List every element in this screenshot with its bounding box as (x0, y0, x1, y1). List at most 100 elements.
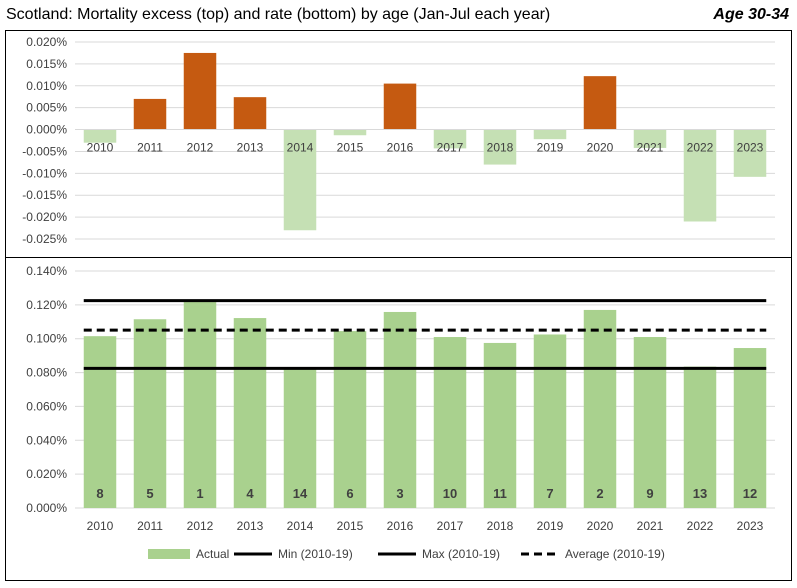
rate-x-tick-label: 2011 (137, 519, 163, 533)
rank-label-2017: 10 (443, 486, 457, 501)
actual-bar-2017 (433, 337, 467, 508)
actual-bar-2012 (183, 300, 217, 508)
rank-label-2013: 4 (246, 486, 254, 501)
actual-bar-2015 (333, 331, 367, 508)
excess-y-tick-label: 0.010% (26, 79, 67, 93)
excess-bar-2016 (383, 83, 417, 130)
excess-bar-2023 (733, 129, 767, 177)
excess-x-tick-label: 2022 (687, 141, 714, 155)
rate-y-tick-label: 0.140% (26, 264, 67, 278)
legend: Actual Min (2010-19) Max (2010-19) Average … (148, 547, 665, 561)
rate-y-tick-label: 0.040% (26, 433, 67, 447)
excess-bar-2010 (83, 129, 117, 143)
excess-bar-2011 (133, 98, 167, 130)
rate-x-tick-label: 2014 (287, 519, 314, 533)
actual-bar-2014 (283, 368, 317, 508)
rank-label-2011: 5 (146, 486, 153, 501)
excess-x-tick-label: 2013 (237, 141, 264, 155)
excess-y-tick-label: -0.015% (22, 188, 67, 202)
legend-label-actual: Actual (196, 547, 229, 561)
excess-x-tick-label: 2019 (537, 141, 564, 155)
rate-y-tick-label: 0.020% (26, 467, 67, 481)
rate-x-tick-label: 2015 (337, 519, 364, 533)
age-group-label: Age 30-34 (713, 6, 789, 23)
excess-x-tick-label: 2015 (337, 141, 364, 155)
rate-x-tick-label: 2021 (637, 519, 664, 533)
excess-bar-2012 (183, 52, 217, 130)
rate-x-tick-label: 2020 (587, 519, 614, 533)
excess-x-tick-label: 2023 (737, 141, 764, 155)
rank-label-2019: 7 (546, 486, 553, 501)
excess-bar-2019 (533, 129, 567, 140)
rate-x-tick-label: 2023 (737, 519, 764, 533)
excess-y-tick-label: 0.015% (26, 57, 67, 71)
rate-y-tick-label: 0.080% (26, 366, 67, 380)
rank-label-2012: 1 (196, 486, 203, 501)
excess-bar-2021 (633, 129, 667, 148)
actual-bar-2021 (633, 337, 667, 508)
rate-x-tick-label: 2016 (387, 519, 414, 533)
actual-bar-2022 (683, 366, 717, 508)
rate-x-tick-label: 2017 (437, 519, 464, 533)
actual-bar-2023 (733, 348, 767, 508)
rate-y-tick-label: 0.060% (26, 399, 67, 413)
rate-x-tick-label: 2013 (237, 519, 264, 533)
excess-y-tick-label: 0.005% (26, 101, 67, 115)
excess-x-tick-label: 2012 (187, 141, 214, 155)
rank-label-2014: 14 (293, 486, 308, 501)
rank-label-2023: 12 (743, 486, 757, 501)
rank-label-2018: 11 (493, 486, 507, 501)
rank-label-2016: 3 (396, 486, 403, 501)
excess-y-tick-label: 0.000% (26, 123, 67, 137)
legend-label-max-2010-19: Max (2010-19) (422, 547, 500, 561)
excess-x-tick-label: 2010 (87, 141, 114, 155)
legend-swatch-actual (148, 549, 190, 559)
actual-bar-2013 (233, 318, 267, 508)
rank-label-2021: 9 (646, 486, 653, 501)
rate-x-tick-label: 2022 (687, 519, 714, 533)
excess-x-tick-label: 2017 (437, 141, 464, 155)
excess-x-tick-label: 2021 (637, 141, 664, 155)
excess-panel: 0.020% 0.015% 0.010% 0.005% 0.000% -0.005% -0.… (22, 35, 775, 246)
rank-label-2020: 2 (596, 486, 603, 501)
excess-bar-2022 (683, 129, 717, 222)
excess-y-tick-label: -0.010% (22, 166, 67, 180)
legend-label-min-2010-19: Min (2010-19) (278, 547, 353, 561)
legend-label-average-2010-19: Average (2010-19) (565, 547, 665, 561)
rank-label-2010: 8 (96, 486, 103, 501)
chart-title: Scotland: Mortality excess (top) and rat… (6, 6, 551, 23)
actual-bar-2010 (83, 336, 117, 508)
excess-x-tick-label: 2011 (137, 141, 163, 155)
excess-y-tick-label: 0.020% (26, 35, 67, 49)
excess-x-tick-label: 2016 (387, 141, 414, 155)
rate-x-tick-label: 2012 (187, 519, 214, 533)
rank-label-2015: 6 (346, 486, 353, 501)
excess-y-tick-label: -0.005% (22, 144, 67, 158)
excess-bar-2018 (483, 129, 517, 165)
excess-bar-2013 (233, 97, 267, 130)
excess-bar-2020 (583, 76, 617, 130)
rate-x-tick-label: 2018 (487, 519, 514, 533)
actual-bar-2018 (483, 342, 517, 508)
rank-label-2022: 13 (693, 486, 707, 501)
excess-x-tick-label: 2020 (587, 141, 614, 155)
excess-y-tick-label: -0.025% (22, 232, 67, 246)
excess-x-tick-label: 2014 (287, 141, 314, 155)
outer-frame (5, 30, 792, 581)
rate-y-tick-label: 0.000% (26, 501, 67, 515)
rate-x-tick-label: 2010 (87, 519, 114, 533)
rate-y-tick-label: 0.120% (26, 298, 67, 312)
actual-bar-2020 (583, 309, 617, 508)
actual-bar-2011 (133, 319, 167, 508)
actual-bar-2019 (533, 334, 567, 508)
actual-bar-2016 (383, 311, 417, 508)
rate-panel: 0.140% 0.120% 0.100% 0.080% 0.060% 0.040% 0.02… (26, 264, 775, 533)
rate-x-tick-label: 2019 (537, 519, 564, 533)
rate-y-tick-label: 0.100% (26, 332, 67, 346)
excess-bar-2017 (433, 129, 467, 149)
excess-y-tick-label: -0.020% (22, 210, 67, 224)
excess-bar-2014 (283, 129, 317, 231)
excess-x-tick-label: 2018 (487, 141, 514, 155)
